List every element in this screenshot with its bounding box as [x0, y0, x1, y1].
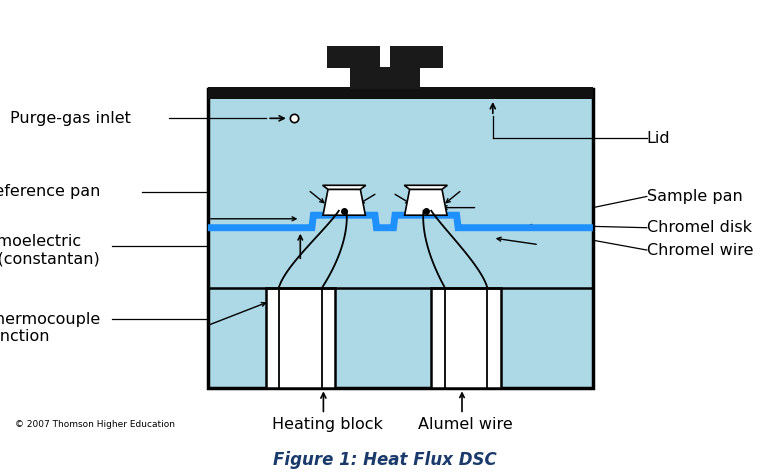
Polygon shape: [323, 185, 366, 190]
Bar: [327, 47, 380, 68]
Text: Purge-gas inlet: Purge-gas inlet: [10, 111, 131, 126]
Polygon shape: [323, 190, 366, 215]
Text: Heating block: Heating block: [272, 418, 383, 432]
Bar: [390, 47, 443, 68]
Text: Alumel wire: Alumel wire: [418, 418, 514, 432]
Text: Sample pan: Sample pan: [647, 189, 742, 204]
Bar: [208, 87, 593, 99]
Text: Chromel wire: Chromel wire: [647, 243, 753, 257]
Text: © 2007 Thomson Higher Education: © 2007 Thomson Higher Education: [15, 419, 176, 428]
Text: Thermoelectric
disk (constantan): Thermoelectric disk (constantan): [0, 234, 100, 266]
Bar: [266, 288, 335, 389]
Text: Thermocouple
junction: Thermocouple junction: [0, 312, 100, 344]
Bar: [431, 288, 500, 389]
Text: Figure 1: Heat Flux DSC: Figure 1: Heat Flux DSC: [273, 451, 497, 469]
Polygon shape: [405, 190, 447, 215]
Text: Chromel disk: Chromel disk: [647, 220, 752, 235]
Bar: [208, 89, 593, 389]
Text: Lid: Lid: [647, 131, 671, 146]
Text: Reference pan: Reference pan: [0, 184, 100, 200]
Polygon shape: [404, 185, 447, 190]
Bar: [350, 67, 420, 89]
